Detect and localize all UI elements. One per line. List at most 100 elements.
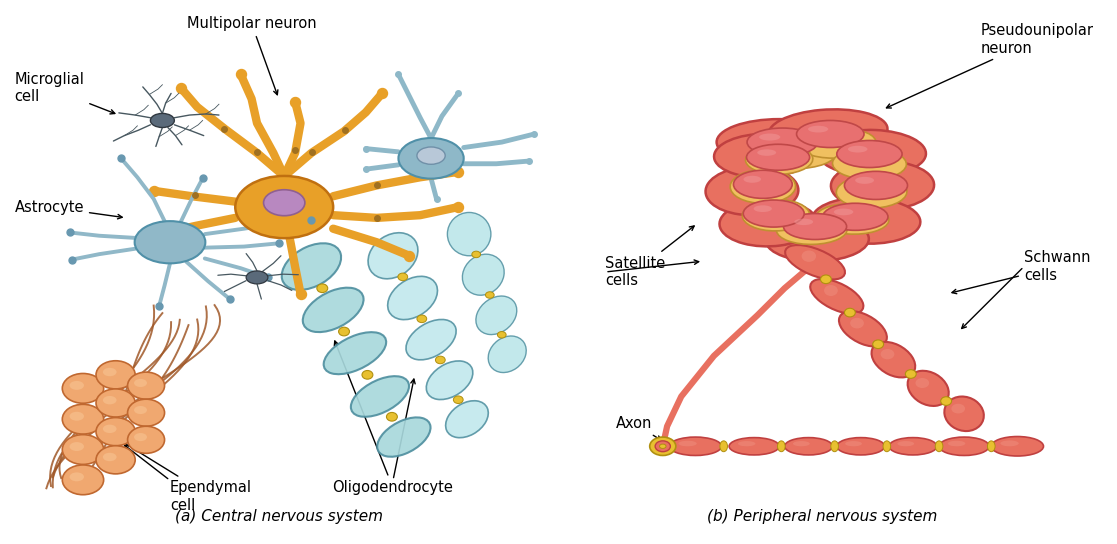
Text: Axon: Axon	[615, 416, 661, 440]
Ellipse shape	[714, 134, 812, 177]
Ellipse shape	[388, 276, 438, 320]
Ellipse shape	[837, 140, 903, 168]
Ellipse shape	[832, 148, 906, 180]
Ellipse shape	[448, 213, 490, 256]
Ellipse shape	[745, 145, 813, 174]
Ellipse shape	[69, 381, 84, 390]
Ellipse shape	[127, 399, 164, 426]
Ellipse shape	[134, 379, 147, 387]
Ellipse shape	[729, 437, 780, 455]
Ellipse shape	[351, 376, 409, 417]
Ellipse shape	[151, 113, 174, 127]
Text: Astrocyte: Astrocyte	[15, 200, 122, 219]
Ellipse shape	[454, 396, 464, 404]
Ellipse shape	[812, 197, 920, 244]
Ellipse shape	[417, 147, 446, 164]
Ellipse shape	[837, 437, 885, 455]
Text: Multipolar neuron: Multipolar neuron	[187, 16, 316, 95]
Ellipse shape	[135, 221, 206, 263]
Ellipse shape	[815, 204, 889, 234]
Ellipse shape	[236, 176, 333, 238]
Ellipse shape	[317, 284, 327, 293]
Ellipse shape	[324, 332, 386, 374]
Ellipse shape	[987, 441, 995, 452]
Ellipse shape	[944, 397, 984, 431]
Ellipse shape	[848, 146, 868, 152]
Ellipse shape	[777, 441, 785, 452]
Ellipse shape	[63, 435, 104, 465]
Ellipse shape	[846, 441, 862, 446]
Text: Microglial
cell: Microglial cell	[15, 72, 115, 114]
Ellipse shape	[831, 441, 839, 452]
Ellipse shape	[738, 441, 755, 446]
Text: Pseudounipolar
neuron: Pseudounipolar neuron	[887, 23, 1094, 108]
Ellipse shape	[127, 372, 164, 399]
Ellipse shape	[916, 378, 929, 388]
Ellipse shape	[831, 161, 934, 210]
Text: (b) Peripheral nervous system: (b) Peripheral nervous system	[707, 509, 938, 524]
Ellipse shape	[63, 374, 104, 403]
Ellipse shape	[1001, 441, 1019, 446]
Ellipse shape	[719, 200, 817, 246]
Ellipse shape	[669, 437, 722, 455]
Ellipse shape	[889, 437, 937, 455]
Ellipse shape	[719, 441, 727, 452]
Ellipse shape	[96, 446, 135, 474]
Ellipse shape	[785, 245, 844, 280]
Ellipse shape	[103, 425, 116, 433]
Ellipse shape	[948, 441, 965, 446]
Ellipse shape	[246, 271, 268, 284]
Ellipse shape	[96, 389, 135, 417]
Ellipse shape	[939, 437, 989, 455]
Ellipse shape	[991, 436, 1043, 456]
Ellipse shape	[69, 472, 84, 481]
Ellipse shape	[134, 406, 147, 414]
Ellipse shape	[783, 214, 847, 239]
Ellipse shape	[678, 441, 697, 446]
Ellipse shape	[96, 418, 135, 446]
Ellipse shape	[731, 170, 795, 203]
Ellipse shape	[96, 361, 135, 389]
Ellipse shape	[935, 441, 943, 452]
Ellipse shape	[717, 119, 842, 165]
Ellipse shape	[839, 311, 887, 347]
Ellipse shape	[757, 150, 776, 156]
Ellipse shape	[405, 319, 456, 360]
Text: Satellite
cells: Satellite cells	[605, 226, 694, 288]
Ellipse shape	[802, 250, 817, 262]
Ellipse shape	[281, 243, 341, 290]
Ellipse shape	[127, 426, 164, 453]
Ellipse shape	[476, 296, 517, 335]
Ellipse shape	[486, 292, 494, 298]
Ellipse shape	[760, 133, 781, 140]
Ellipse shape	[776, 215, 847, 244]
Ellipse shape	[488, 336, 526, 373]
Ellipse shape	[754, 205, 772, 212]
Ellipse shape	[744, 176, 761, 183]
Ellipse shape	[471, 251, 480, 258]
Ellipse shape	[844, 308, 856, 317]
Ellipse shape	[264, 190, 305, 216]
Ellipse shape	[796, 120, 865, 147]
Ellipse shape	[856, 177, 875, 184]
Ellipse shape	[398, 273, 408, 281]
Ellipse shape	[897, 441, 914, 446]
Ellipse shape	[871, 342, 915, 378]
Ellipse shape	[822, 203, 888, 230]
Ellipse shape	[765, 218, 869, 261]
Ellipse shape	[436, 356, 446, 364]
Text: Oligodendrocyte: Oligodendrocyte	[333, 341, 454, 496]
Ellipse shape	[824, 285, 838, 296]
Ellipse shape	[303, 288, 363, 332]
Ellipse shape	[793, 441, 810, 446]
Ellipse shape	[743, 200, 810, 231]
Ellipse shape	[798, 128, 876, 158]
Ellipse shape	[844, 171, 907, 200]
Ellipse shape	[821, 275, 831, 283]
Ellipse shape	[794, 219, 813, 225]
Ellipse shape	[650, 437, 676, 455]
Ellipse shape	[808, 126, 829, 133]
Ellipse shape	[417, 315, 427, 323]
Ellipse shape	[656, 441, 670, 452]
Ellipse shape	[850, 318, 863, 329]
